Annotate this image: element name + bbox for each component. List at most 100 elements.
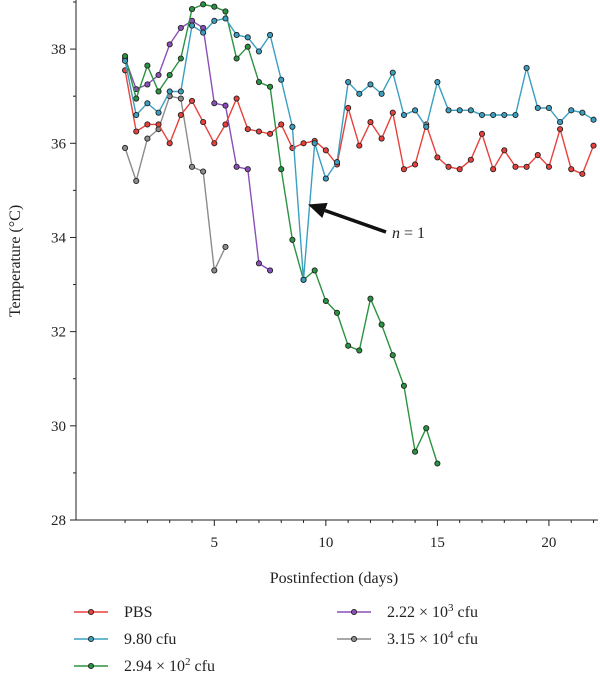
- annotation-arrow-shaft: [324, 208, 387, 234]
- data-point: [200, 119, 207, 126]
- data-point: [155, 71, 162, 79]
- data-point: [177, 111, 184, 119]
- series-3: [122, 17, 274, 274]
- y-tick-label: 32: [51, 325, 66, 341]
- data-point: [322, 297, 329, 305]
- x-axis: 5 10 15 20: [76, 519, 598, 551]
- data-point: [333, 309, 341, 316]
- data-point: [367, 81, 374, 88]
- data-point: [177, 55, 184, 62]
- series-line: [124, 70, 595, 175]
- data-point: [211, 140, 218, 147]
- x-tick-label: 5: [211, 535, 219, 551]
- data-point: [244, 166, 251, 173]
- legend-item: 3.15 × 104 cfu: [337, 629, 478, 648]
- data-point: [523, 163, 530, 170]
- series-line: [124, 95, 227, 273]
- data-point: [144, 121, 151, 128]
- data-point: [289, 123, 296, 130]
- data-point: [222, 15, 229, 22]
- legend-label: 2.22 × 103 cfu: [387, 602, 478, 621]
- x-axis-title: Postinfection (days): [270, 570, 398, 587]
- data-point: [400, 111, 407, 119]
- data-point: [188, 6, 196, 13]
- data-point: [389, 69, 396, 76]
- data-point: [177, 88, 184, 95]
- data-point: [400, 382, 407, 389]
- legend-label: PBS: [124, 604, 152, 621]
- data-point: [155, 88, 162, 95]
- y-tick-label: 34: [51, 230, 67, 246]
- data-point: [177, 24, 184, 31]
- data-point: [255, 260, 262, 267]
- data-point: [188, 22, 196, 29]
- series-0: [122, 67, 597, 177]
- annotation-italic: n: [392, 225, 400, 242]
- legend-swatch-marker: [350, 635, 358, 643]
- data-point: [534, 151, 541, 159]
- legend-item: 9.80 cfu: [74, 631, 176, 648]
- data-point: [244, 34, 251, 41]
- data-point: [367, 119, 374, 126]
- annotation-rest: = 1: [400, 225, 425, 242]
- data-point: [478, 130, 486, 137]
- data-point: [233, 31, 240, 39]
- series-layer: [122, 1, 597, 467]
- data-point: [345, 342, 352, 349]
- data-point: [400, 166, 407, 173]
- data-point: [177, 95, 184, 102]
- data-point: [434, 460, 441, 467]
- data-point: [267, 130, 274, 137]
- data-point: [478, 111, 486, 119]
- data-point: [590, 142, 597, 149]
- legend-item: 2.22 × 103 cfu: [337, 602, 478, 621]
- data-point: [133, 177, 140, 184]
- data-point: [311, 140, 318, 147]
- data-point: [200, 1, 207, 8]
- x-tick-label: 15: [430, 535, 445, 551]
- data-point: [545, 104, 552, 112]
- series-2: [122, 1, 441, 467]
- annotation-label: n = 1: [392, 225, 425, 242]
- data-point: [267, 267, 274, 274]
- data-point: [311, 267, 318, 274]
- y-axis: 28 30 32 34 36 38: [51, 0, 77, 529]
- data-point: [467, 107, 474, 114]
- legend-label: 2.94 × 102 cfu: [124, 656, 215, 675]
- data-point: [412, 161, 419, 168]
- data-point: [434, 154, 441, 161]
- y-axis-title: Temperature (°C): [7, 205, 24, 317]
- legend-label: 3.15 × 104 cfu: [387, 629, 478, 648]
- data-point: [345, 79, 352, 86]
- data-point: [412, 107, 419, 114]
- data-point: [233, 55, 240, 62]
- data-point: [501, 147, 508, 154]
- data-point: [356, 347, 363, 354]
- annotation-arrow-head: [308, 202, 328, 219]
- data-point: [144, 62, 151, 69]
- data-point: [244, 126, 251, 133]
- data-point: [456, 107, 463, 114]
- data-point: [490, 166, 497, 173]
- series-line: [124, 17, 594, 280]
- data-point: [133, 128, 140, 135]
- series-line: [124, 19, 271, 271]
- x-tick-label: 20: [541, 535, 556, 551]
- data-point: [222, 243, 229, 250]
- legend: PBS 9.80 cfu 2.94 × 102 cfu 2.22 × 103 cfu 3…: [74, 602, 478, 675]
- data-point: [490, 111, 497, 119]
- data-point: [300, 140, 307, 147]
- data-point: [545, 163, 552, 170]
- legend-swatch-marker: [87, 635, 95, 643]
- data-point: [278, 121, 285, 128]
- data-point: [378, 90, 385, 97]
- data-point: [467, 156, 474, 163]
- data-point: [568, 166, 575, 173]
- data-point: [233, 163, 240, 170]
- data-point: [445, 107, 452, 114]
- data-point: [278, 166, 285, 173]
- legend-swatch-marker: [87, 608, 95, 616]
- data-point: [255, 48, 262, 55]
- legend-swatch-marker: [350, 608, 358, 616]
- data-point: [523, 64, 530, 71]
